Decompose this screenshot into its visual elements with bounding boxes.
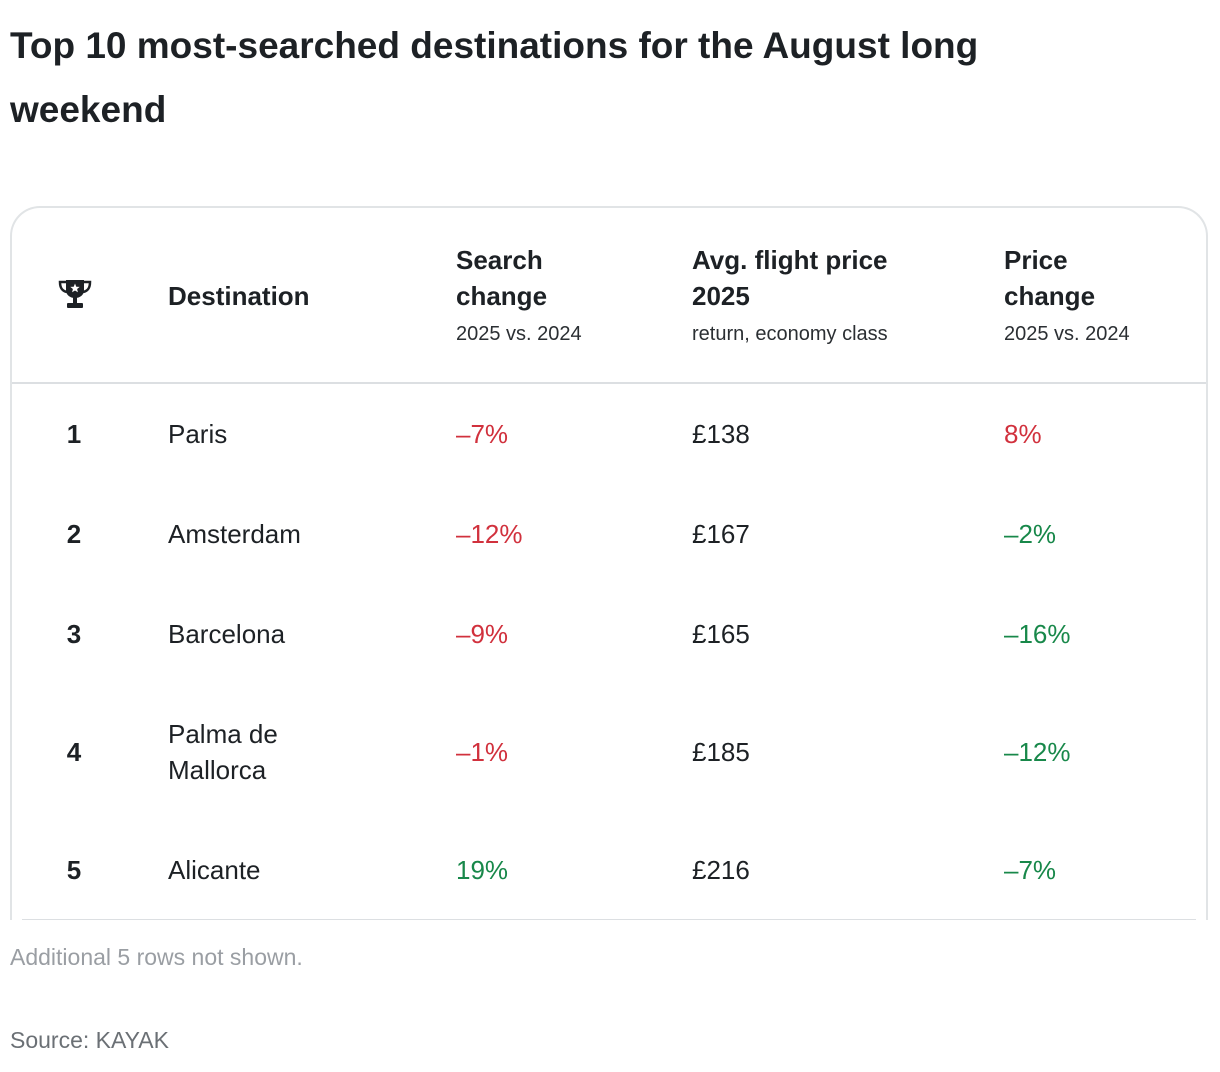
price-change-cell: 8% [1004, 419, 1042, 449]
table-header: Destination Search change 2025 vs. 2024 … [12, 208, 1206, 384]
rank-cell: 4 [66, 737, 82, 767]
price-cell: £167 [692, 519, 750, 549]
table-row: 4 Palma de Mallorca –1% £185 –12% [12, 684, 1206, 820]
header-price-change: Price change [1004, 245, 1096, 311]
destination-cell: Amsterdam [168, 519, 301, 549]
destination-cell: Paris [168, 419, 228, 449]
header-avg-price-sub: return, economy class [692, 323, 888, 345]
price-cell: £185 [692, 737, 750, 767]
header-price-change-sub: 2025 vs. 2024 [1004, 323, 1130, 345]
search-change-cell: –7% [456, 419, 509, 449]
card-bottom-divider [22, 919, 1196, 920]
price-cell: £216 [692, 855, 750, 885]
chart-title: Top 10 most-searched destinations for th… [10, 25, 979, 130]
search-change-cell: –1% [456, 737, 509, 767]
table-row: 1 Paris –7% £138 8% [12, 384, 1206, 484]
trophy-icon [58, 280, 92, 308]
price-cell: £165 [692, 619, 750, 649]
search-change-cell: –12% [456, 519, 523, 549]
price-change-cell: –2% [1004, 519, 1057, 549]
table-row: 2 Amsterdam –12% £167 –2% [12, 484, 1206, 584]
source-note: Source: KAYAK [10, 1027, 169, 1053]
header-destination: Destination [168, 281, 310, 311]
header-search-change: Search change [456, 245, 548, 311]
rank-cell: 5 [66, 855, 82, 885]
search-change-cell: –9% [456, 619, 509, 649]
price-change-cell: –16% [1004, 619, 1071, 649]
table-card: Destination Search change 2025 vs. 2024 … [10, 206, 1208, 920]
table-row: 5 Alicante 19% £216 –7% [12, 820, 1206, 920]
header-avg-price: Avg. flight price 2025 [692, 245, 888, 311]
rows-hidden-note: Additional 5 rows not shown. [10, 944, 303, 970]
destination-cell: Barcelona [168, 619, 286, 649]
table-row: 3 Barcelona –9% £165 –16% [12, 584, 1206, 684]
header-search-change-sub: 2025 vs. 2024 [456, 323, 582, 345]
destination-cell: Palma de Mallorca [168, 719, 278, 785]
rank-cell: 1 [66, 419, 82, 449]
rank-cell: 2 [66, 519, 82, 549]
search-change-cell: 19% [456, 855, 509, 885]
price-cell: £138 [692, 419, 750, 449]
price-change-cell: –7% [1004, 855, 1057, 885]
price-change-cell: –12% [1004, 737, 1071, 767]
destination-cell: Alicante [168, 855, 261, 885]
rank-cell: 3 [66, 619, 82, 649]
